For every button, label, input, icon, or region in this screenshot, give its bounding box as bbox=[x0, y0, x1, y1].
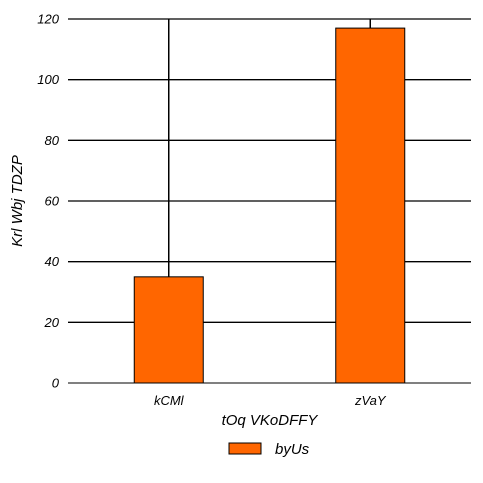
x-tick-label: zVaY bbox=[354, 393, 387, 408]
y-tick-label: 40 bbox=[45, 254, 60, 269]
y-axis-label: Krl Wbj TDZP bbox=[9, 155, 26, 247]
y-tick-label: 0 bbox=[52, 376, 60, 391]
legend-label: byUs bbox=[275, 441, 310, 458]
error-bars bbox=[168, 19, 371, 277]
grid-lines bbox=[68, 18, 471, 323]
y-tick-label: 100 bbox=[37, 72, 59, 87]
y-tick-label: 60 bbox=[45, 194, 60, 209]
y-tick-label: 20 bbox=[44, 315, 60, 330]
y-tick-label: 120 bbox=[37, 12, 59, 27]
x-tick-labels: kCMl zVaY bbox=[154, 393, 387, 408]
legend: byUs bbox=[228, 441, 310, 458]
legend-swatch bbox=[228, 442, 262, 455]
x-tick-label: kCMl bbox=[154, 393, 185, 408]
x-axis-label: tOq VKoDFFY bbox=[222, 412, 319, 429]
y-tick-labels: 0 20 40 60 80 100 120 bbox=[37, 12, 59, 391]
bars bbox=[133, 27, 406, 384]
bar-kCMl bbox=[133, 276, 204, 384]
y-tick-label: 80 bbox=[45, 133, 60, 148]
bar-zVaY bbox=[335, 27, 406, 384]
